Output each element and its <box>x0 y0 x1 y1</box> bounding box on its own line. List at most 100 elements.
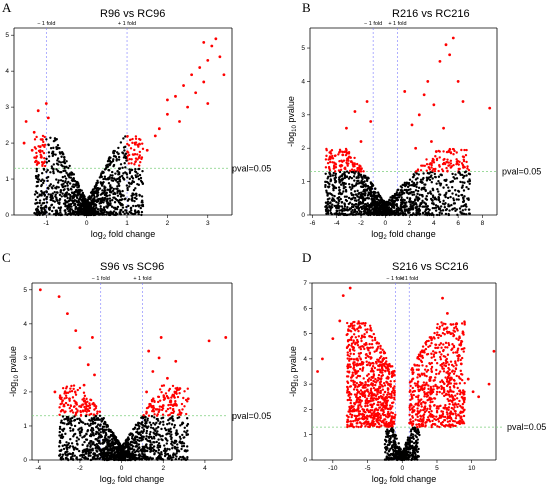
y-tick-label: 0 <box>5 212 9 219</box>
point <box>76 203 80 207</box>
point <box>125 172 128 175</box>
point <box>121 189 124 193</box>
point <box>45 157 48 161</box>
point <box>76 388 79 392</box>
point <box>434 209 438 212</box>
point <box>413 427 416 430</box>
point <box>412 173 415 176</box>
point <box>160 450 163 454</box>
point <box>113 178 117 181</box>
point <box>416 455 420 458</box>
point <box>88 197 92 201</box>
point <box>438 164 441 167</box>
point <box>149 404 152 407</box>
point <box>69 210 72 214</box>
y-tick-label: 2 <box>23 389 27 396</box>
point <box>400 196 403 199</box>
fold-label: − 1 fold <box>364 21 382 27</box>
point <box>60 458 63 461</box>
point <box>178 120 181 123</box>
point <box>108 194 111 197</box>
point <box>222 73 226 77</box>
point <box>80 458 83 461</box>
point <box>166 422 169 426</box>
point <box>89 451 93 454</box>
x-tick-label: 0 <box>85 220 89 227</box>
point <box>362 183 365 186</box>
point <box>75 403 78 406</box>
point <box>374 200 377 203</box>
point <box>156 446 159 449</box>
point <box>127 181 131 184</box>
point <box>119 209 122 212</box>
point <box>91 402 94 406</box>
point <box>372 192 376 196</box>
point <box>414 146 418 150</box>
point <box>81 409 85 412</box>
point <box>342 190 345 193</box>
point <box>79 413 83 417</box>
point <box>454 189 457 192</box>
point <box>148 433 152 436</box>
point <box>134 204 138 208</box>
fold-label: − 1 fold <box>37 21 55 27</box>
point <box>151 370 155 373</box>
point <box>49 198 52 202</box>
point <box>48 208 51 211</box>
point <box>47 155 51 158</box>
point <box>92 413 96 416</box>
point <box>65 171 68 175</box>
point <box>130 198 133 201</box>
point <box>98 410 102 413</box>
point <box>66 446 69 449</box>
point <box>417 447 420 451</box>
point <box>149 426 153 429</box>
point <box>325 212 328 215</box>
point <box>134 175 138 179</box>
point <box>42 151 46 155</box>
point <box>445 161 449 164</box>
point <box>87 452 90 456</box>
point <box>114 155 118 159</box>
point <box>392 203 395 206</box>
point <box>366 176 369 179</box>
point <box>73 454 76 457</box>
point <box>134 135 138 138</box>
point <box>153 416 156 419</box>
point <box>422 172 425 175</box>
point <box>40 194 43 197</box>
point <box>206 58 210 62</box>
point <box>111 174 114 177</box>
x-axis-label: log2 fold change <box>100 474 164 486</box>
point <box>454 193 458 196</box>
point <box>120 174 124 178</box>
x-tick-label: 4 <box>203 465 207 472</box>
point <box>435 158 439 162</box>
point <box>111 198 114 202</box>
point <box>160 390 163 394</box>
point <box>416 212 420 215</box>
point <box>42 198 46 201</box>
point <box>83 399 87 402</box>
point <box>89 202 93 205</box>
point <box>210 44 214 48</box>
point <box>126 451 129 455</box>
point <box>438 182 441 185</box>
point <box>206 102 210 105</box>
point <box>106 177 110 180</box>
point <box>176 395 180 399</box>
point <box>378 194 382 198</box>
point <box>158 388 162 391</box>
point <box>83 205 86 209</box>
point <box>438 59 442 63</box>
point <box>137 211 141 214</box>
point <box>84 422 87 426</box>
point <box>34 212 37 215</box>
point <box>460 162 464 165</box>
point <box>369 120 373 123</box>
point <box>331 198 335 201</box>
point <box>357 172 360 175</box>
point <box>144 415 147 419</box>
point <box>352 211 355 214</box>
